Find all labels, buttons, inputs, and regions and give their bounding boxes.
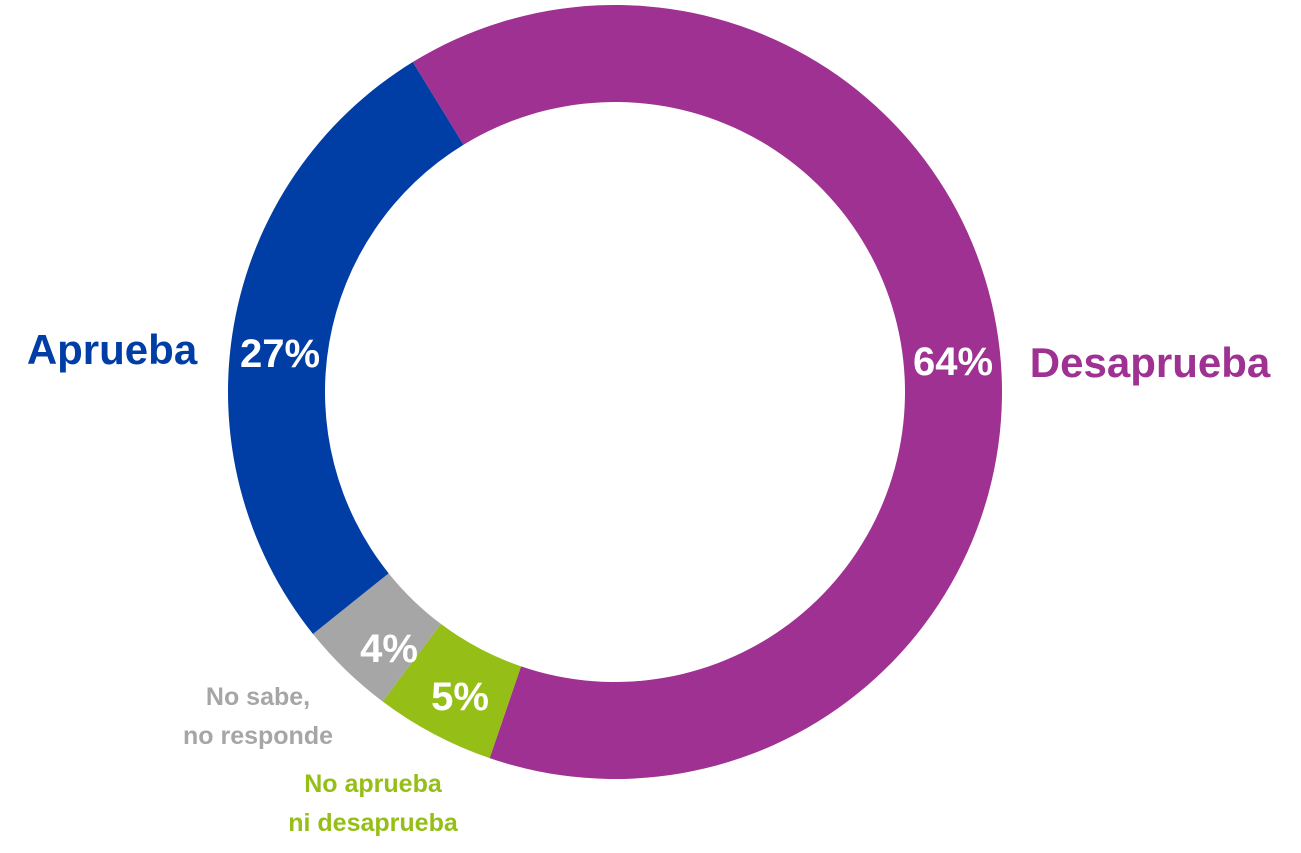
value-labels: 64% 5% 4% 27%: [240, 332, 993, 719]
value-label-no-sabe-no-responde: 4%: [360, 627, 418, 671]
category-label-line: no responde: [183, 722, 333, 750]
category-label-line: No aprueba: [304, 770, 443, 798]
slice-aprueba: [227, 62, 464, 634]
slice-desaprueba: [412, 4, 1003, 779]
category-label-desaprueba: Desaprueba: [1030, 339, 1271, 386]
category-label-line: Aprueba: [27, 326, 198, 373]
slice-no-sabe-no-responde: [312, 573, 441, 702]
category-label-line: No sabe,: [206, 683, 310, 711]
category-label-line: ni desaprueba: [288, 809, 459, 837]
value-label-no-aprueba-ni-desaprueba: 5%: [431, 675, 489, 719]
category-label-no-aprueba-ni-desaprueba: No aprueba ni desaprueba: [288, 770, 459, 837]
category-labels: Desaprueba No aprueba ni desaprueba No sabe…: [27, 326, 1271, 837]
value-label-desaprueba: 64%: [913, 340, 993, 384]
value-label-aprueba: 27%: [240, 332, 320, 376]
category-label-aprueba: Aprueba: [27, 326, 198, 373]
category-label-line: Desaprueba: [1030, 339, 1271, 386]
slice-no-aprueba-ni-desaprueba: [382, 623, 522, 759]
category-label-no-sabe-no-responde: No sabe, no responde: [183, 683, 333, 750]
donut-slices: [227, 4, 1003, 779]
